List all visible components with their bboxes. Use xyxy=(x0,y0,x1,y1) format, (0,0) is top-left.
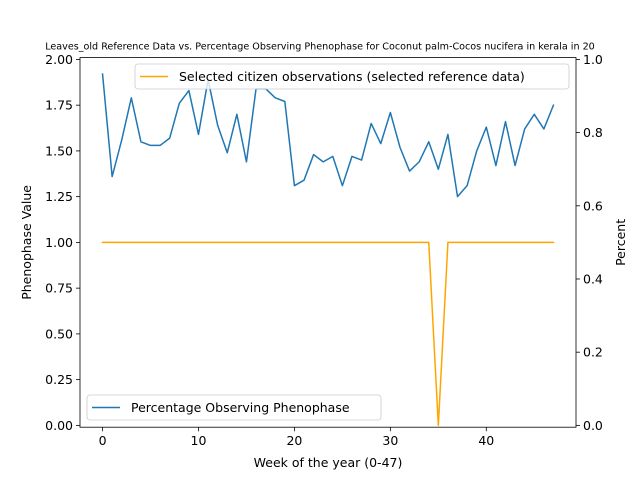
x-tick-label: 20 xyxy=(286,433,302,448)
y-tick-label-right: 0.2 xyxy=(583,345,603,360)
y-tick-label-left: 0.50 xyxy=(45,326,73,341)
x-tick-label: 0 xyxy=(99,433,107,448)
y-tick-label-left: 1.75 xyxy=(45,98,73,113)
legend-label-percentage: Percentage Observing Phenophase xyxy=(131,400,350,415)
y-tick-label-left: 1.00 xyxy=(45,235,73,250)
y-tick-label-left: 0.75 xyxy=(45,281,73,296)
y-tick-label-left: 0.25 xyxy=(45,372,73,387)
y-tick-label-right: 0.8 xyxy=(583,125,603,140)
y-axis-label-left: Phenophase Value xyxy=(19,185,34,300)
x-axis: 0 10 20 30 40 xyxy=(99,427,494,448)
chart-title: Leaves_old Reference Data vs. Percentage… xyxy=(45,42,595,53)
legend-upper: Selected citizen observations (selected … xyxy=(134,63,570,90)
y-tick-label-right: 0.0 xyxy=(583,418,603,433)
y-tick-label-left: 1.50 xyxy=(45,143,73,158)
y-tick-label-left: 1.25 xyxy=(45,189,73,204)
y-tick-label-right: 1.0 xyxy=(583,52,603,67)
legend-upper-box xyxy=(134,63,570,90)
x-tick-label: 40 xyxy=(478,433,494,448)
plot-lines xyxy=(101,73,555,427)
x-axis-label: Week of the year (0-47) xyxy=(254,455,403,470)
series-line-reference xyxy=(101,241,555,427)
x-tick-label: 10 xyxy=(191,433,207,448)
y-tick-label-right: 0.6 xyxy=(583,198,603,213)
series-line-percentage xyxy=(101,73,555,198)
y-axis-left: 0.00 0.25 0.50 0.75 1.00 1.25 1.50 1.75 2.00 xyxy=(45,52,80,433)
y-axis-right: 0.0 0.2 0.4 0.6 0.8 1.0 xyxy=(576,52,603,433)
y-tick-label-left: 2.00 xyxy=(45,52,73,67)
x-tick-label: 30 xyxy=(382,433,398,448)
y-axis-label-right: Percent xyxy=(613,219,628,266)
y-tick-label-right: 0.4 xyxy=(583,271,603,286)
legend-lower-box xyxy=(86,394,382,421)
legend-label-reference: Selected citizen observations (selected … xyxy=(179,69,525,84)
legend-lower: Percentage Observing Phenophase xyxy=(86,394,382,421)
y-tick-label-left: 0.00 xyxy=(45,418,73,433)
